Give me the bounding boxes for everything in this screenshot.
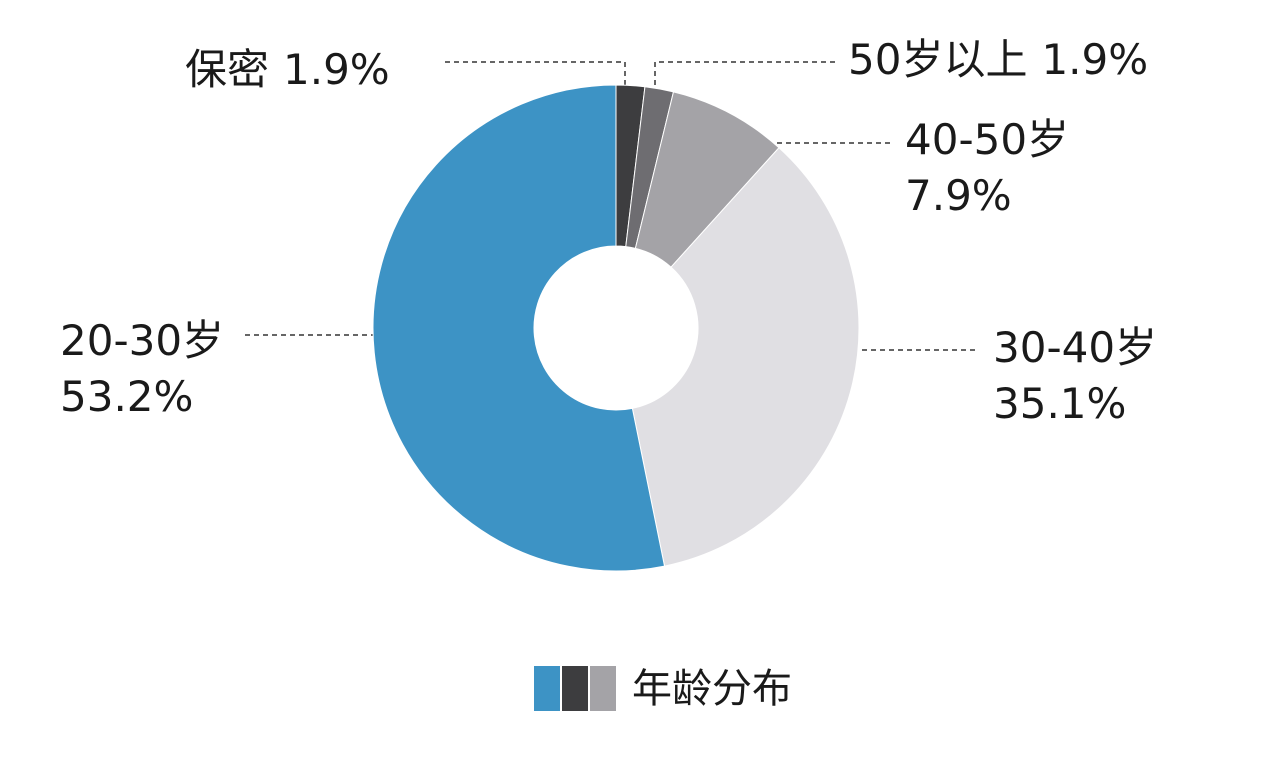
legend-swatch xyxy=(562,666,588,711)
legend-swatch xyxy=(590,666,616,711)
slice xyxy=(631,147,860,567)
slice-label: 40-50岁 7.9% xyxy=(905,115,1069,220)
category-label: 30-40岁 xyxy=(993,323,1157,372)
slice-label: 保密 1.9% xyxy=(185,45,390,94)
leader-line xyxy=(654,61,835,98)
category-label: 20-30岁 xyxy=(60,316,224,365)
category-label: 40-50岁 xyxy=(905,115,1069,164)
legend: 年龄分布 xyxy=(534,666,792,712)
value-label: 1.9% xyxy=(1041,35,1148,84)
slice-label: 30-40岁 35.1% xyxy=(993,323,1157,428)
slice-label: 20-30岁 53.2% xyxy=(60,316,224,421)
value-label: 7.9% xyxy=(905,171,1012,220)
category-label: 保密 xyxy=(185,45,269,94)
value-label: 35.1% xyxy=(993,379,1126,428)
value-label: 53.2% xyxy=(60,372,193,421)
value-label: 1.9% xyxy=(283,45,390,94)
category-label: 50岁以上 xyxy=(848,35,1027,84)
slice-label: 50岁以上 1.9% xyxy=(848,35,1148,84)
legend-label: 年龄分布 xyxy=(632,666,792,712)
slice xyxy=(372,84,666,572)
legend-swatch xyxy=(534,666,560,711)
leader-line xyxy=(445,61,626,100)
